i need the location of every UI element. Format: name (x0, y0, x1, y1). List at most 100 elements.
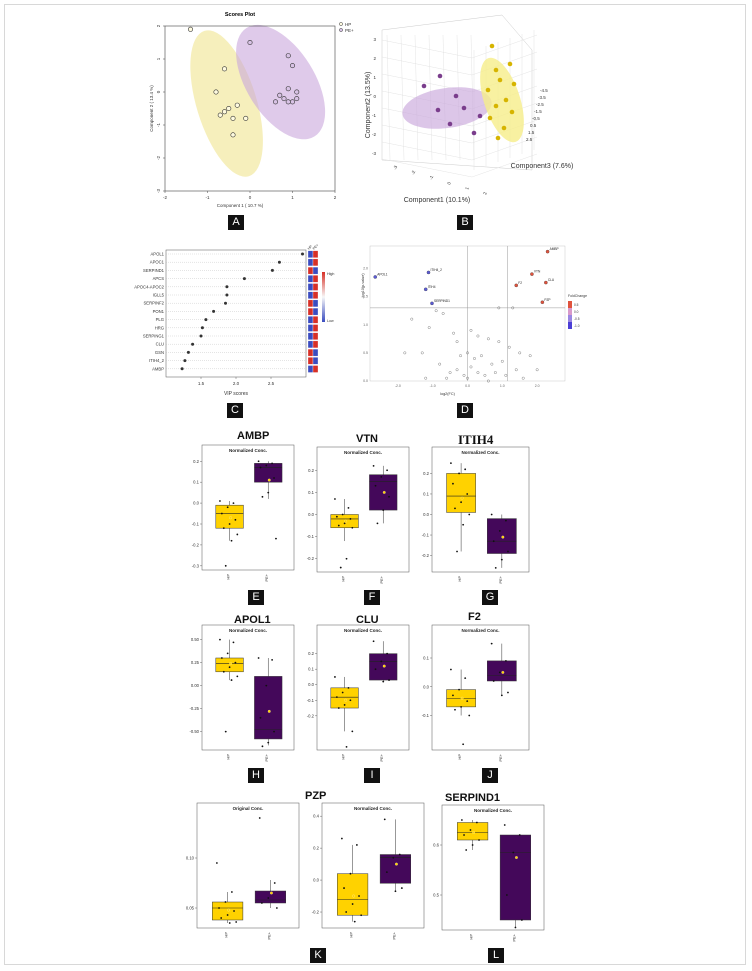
hp-point (230, 132, 236, 138)
box-sample-point (462, 523, 465, 526)
box-sample-point (466, 700, 469, 703)
box-panel-frame (201, 624, 295, 751)
y-tick-label: -0.3 (192, 563, 200, 568)
box-mean-marker (344, 519, 347, 523)
box-sample-point (236, 675, 239, 678)
box-iqr (254, 463, 283, 483)
box-sample-point (222, 527, 225, 530)
panel-label-l: L (488, 948, 504, 963)
y-tick-label: 0.5 (433, 893, 439, 898)
y-tick-label: 0 (156, 90, 161, 93)
box-sample-point (275, 907, 278, 909)
vip-feature-label: ITIH4_2 (149, 358, 165, 363)
panel-label-a: A (228, 215, 244, 230)
volcano-point (528, 354, 532, 358)
box-title-k: PZP (305, 790, 327, 802)
volcano-plot-svg: -2.0 -1.0 0.0 1.0 2.0 0.0 0.5 1.0 1.5 2.0 log2(FC)… (361, 245, 587, 396)
grid-line (381, 124, 473, 144)
box-sample-point (452, 694, 454, 697)
hp-3d-point (511, 81, 517, 87)
pe-3d-ellipse (402, 87, 492, 129)
box-category-label: PE+ (498, 575, 503, 583)
box-sample-point (349, 518, 352, 520)
box-mean-marker (460, 696, 464, 700)
hp-3d-point (489, 43, 495, 49)
panel-label-b: B (457, 215, 473, 230)
vip-heat-cell (312, 307, 319, 316)
volcano-point-label: ITIH4_2 (431, 268, 443, 272)
box-sample-point (376, 522, 379, 525)
box-sample-point (400, 887, 403, 889)
y-tick-label: 0 (373, 94, 376, 99)
box-sample-point (260, 902, 263, 904)
box-sample-point (355, 844, 358, 846)
y-tick-label: -1 (156, 123, 161, 127)
box-mean-marker (229, 516, 232, 520)
vip-heat-cell (307, 307, 314, 316)
vip-heat-cell (307, 357, 314, 365)
volcano-labeled-point (430, 301, 434, 306)
box-subtitle: Normalized Conc. (474, 808, 512, 813)
volcano-point (448, 371, 452, 374)
volcano-point (476, 371, 480, 374)
z-tick-label: -2.5 (536, 102, 544, 107)
y-tick-label: -0.2 (312, 910, 320, 915)
y-tick-label: 0.1 (308, 667, 314, 672)
box-sample-point (226, 652, 229, 655)
box-mean-marker (501, 670, 505, 674)
vip-heat-cell (312, 316, 319, 324)
box-sample-point (492, 680, 495, 682)
hp-point (230, 115, 236, 121)
z-tick-label: -3.5 (538, 95, 546, 100)
y-tick-label: 0.0 (308, 512, 314, 517)
box-sample-point (273, 882, 276, 884)
box-panel-frame (201, 444, 295, 571)
z-tick-label: 1.5 (528, 130, 535, 135)
box-sample-point (234, 661, 237, 664)
hp-point (234, 102, 240, 108)
volcano-legend-swatch (568, 322, 572, 329)
box-sample-point (345, 911, 348, 913)
box-iqr (487, 518, 517, 554)
box-sample-point (450, 668, 452, 671)
x-tick-label: 1.5 (198, 381, 205, 386)
x-tick-label: -1.0 (430, 384, 436, 388)
vip-scores-svg: APOL1 APOC1 SERPIND1 APCS APOC4-APOC2 IGLL5 SE… (134, 243, 334, 397)
box-mean-marker (382, 490, 386, 494)
vip-heat-cell (312, 283, 319, 291)
box-sample-point (230, 891, 233, 893)
box-mean-marker (227, 908, 230, 912)
box-iqr (379, 854, 411, 884)
x-tick-label: 2 (334, 195, 337, 200)
x-tick-label: 0 (446, 181, 452, 186)
panel-d: -2.0 -1.0 0.0 1.0 2.0 0.0 0.5 1.0 1.5 2.0 log2(FC)… (360, 242, 592, 400)
pe-point (285, 99, 291, 105)
y-tick-label: 2 (373, 56, 376, 61)
x-tick-label: 1.0 (500, 384, 505, 388)
legend-pe-label: PE+ (345, 28, 354, 33)
box-panel-frame (431, 624, 530, 751)
y-tick-label: -0.1 (422, 713, 430, 718)
box-subtitle: Normalized Conc. (229, 628, 267, 633)
y-tick-label: -2 (156, 156, 161, 160)
y-tick-label: 0.10 (186, 856, 195, 861)
y-tick-label: 0.05 (186, 906, 195, 911)
hp-3d-point (493, 103, 499, 109)
box-sample-point (454, 507, 456, 510)
box-panel-frame (316, 446, 410, 573)
volcano-point (434, 309, 438, 313)
box-sample-point (388, 495, 390, 498)
panel-label-g: G (482, 590, 498, 605)
box-sample-point (498, 671, 501, 674)
pe-3d-point (437, 73, 443, 79)
box-sample-point (454, 708, 456, 711)
vip-score-point (225, 293, 229, 297)
legend-pe-marker (339, 28, 343, 32)
box-sample-point (518, 834, 521, 836)
panel-a: Scores Plot -2 -1 0 1 2 -3 -2 -1 0 1 2 Component 1 (… (149, 6, 354, 208)
vip-heat-cell (307, 316, 314, 324)
x-tick-label: -1 (205, 195, 209, 200)
box-sample-point (265, 464, 268, 467)
box-category-label: HP (224, 932, 229, 938)
